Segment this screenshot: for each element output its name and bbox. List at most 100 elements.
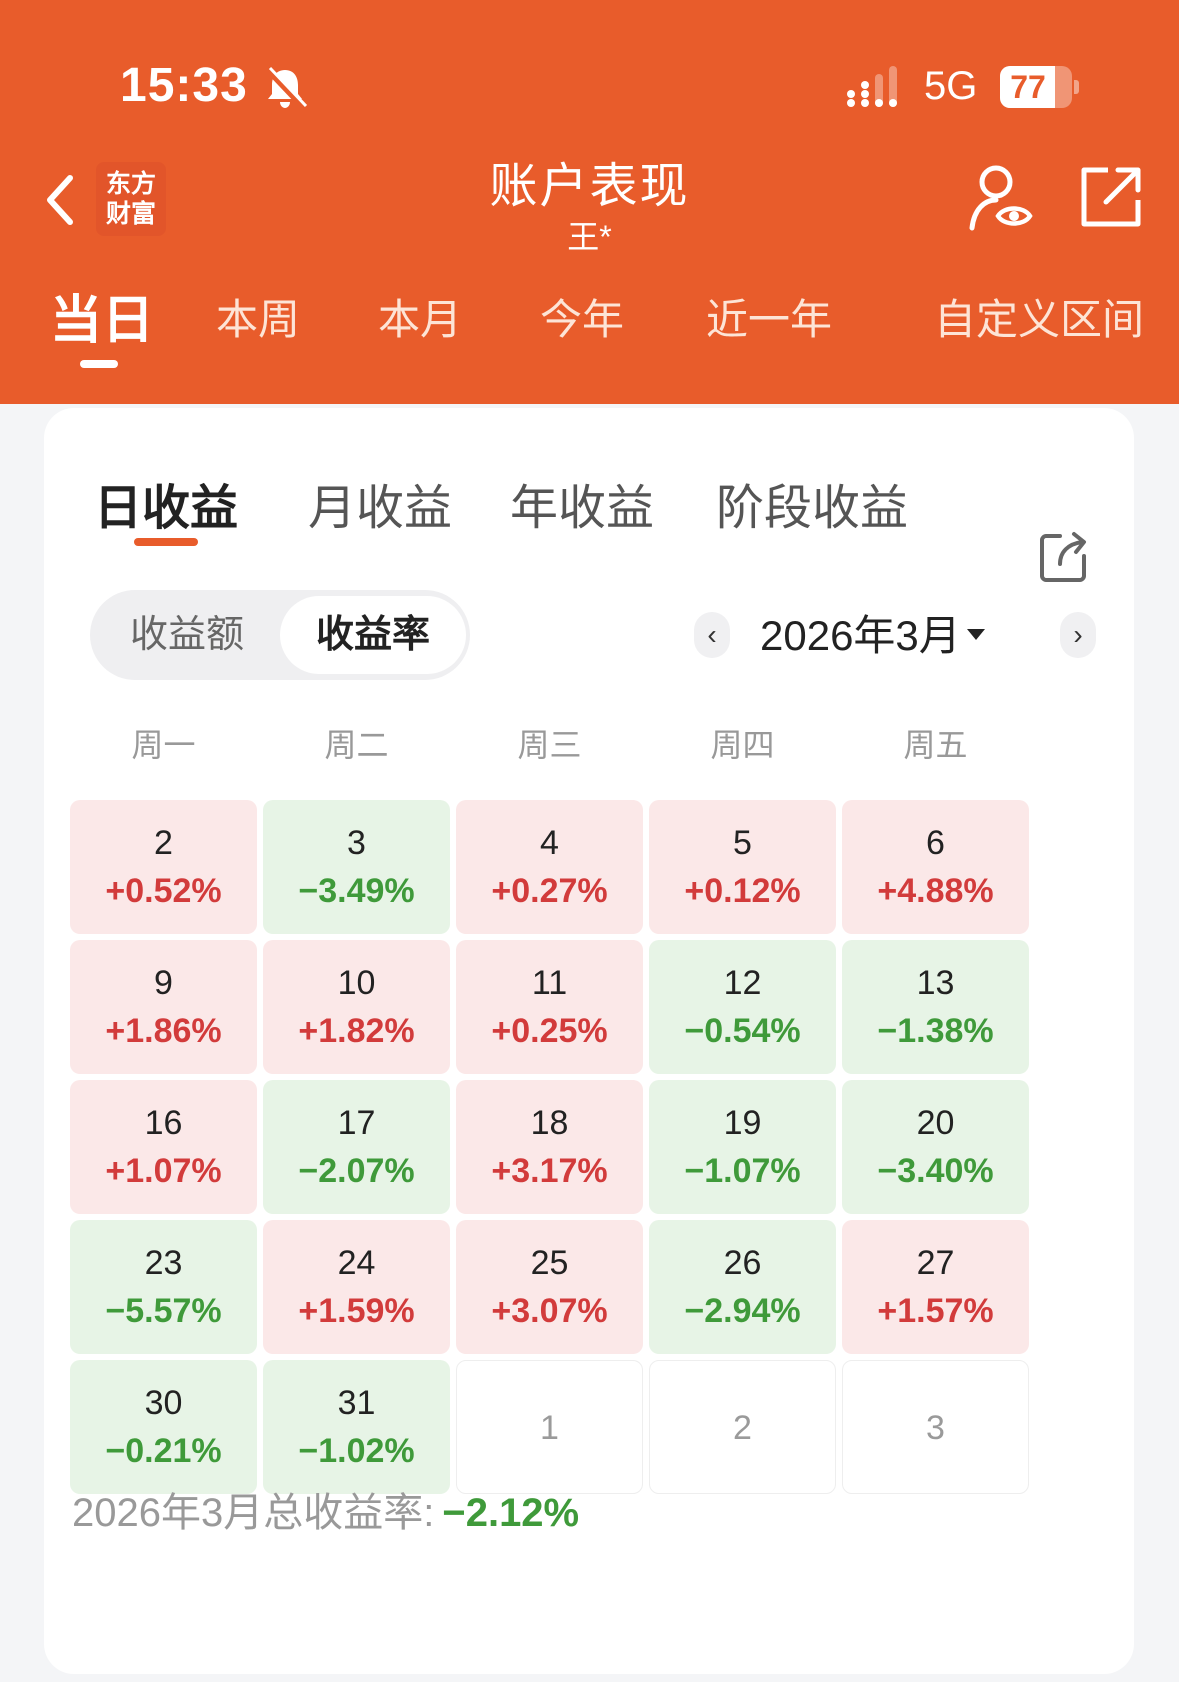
active-tab-indicator [80,360,118,368]
tab-this-year[interactable]: 今年 [540,296,625,343]
tab-monthly-returns[interactable]: 月收益 [308,482,453,535]
day-number: 10 [337,964,376,1002]
day-return: +0.12% [684,872,801,910]
day-return: −2.94% [684,1292,801,1330]
bell-muted-icon [265,66,308,110]
calendar-day-cell[interactable]: 18 +3.17% [456,1080,643,1214]
day-number: 18 [530,1104,569,1142]
period-tabs: 当日 本周 本月 今年 近一年 自定义区间 [0,286,1179,376]
tab-this-month[interactable]: 本月 [378,296,463,343]
day-number: 16 [144,1104,183,1142]
day-number: 11 [531,964,568,1002]
day-number: 17 [337,1104,376,1142]
calendar-day-cell[interactable]: 23 −5.57% [70,1220,257,1354]
logo-line-2: 财富 [105,200,156,228]
tab-daily-returns[interactable]: 日收益 [94,482,239,535]
day-return: +1.82% [298,1012,415,1050]
calendar-future-day-cell: 2 [649,1360,836,1494]
calendar-day-cell[interactable]: 9 +1.86% [70,940,257,1074]
user-eye-icon[interactable] [966,162,1038,234]
calendar-day-cell[interactable]: 19 −1.07% [649,1080,836,1214]
weekday-fri: 周五 [903,727,968,763]
day-return: +3.07% [491,1292,608,1330]
calendar-day-cell[interactable]: 12 −0.54% [649,940,836,1074]
day-number: 6 [926,824,945,862]
day-number: 2 [154,824,173,862]
back-arrow-icon[interactable] [40,170,80,230]
day-number: 27 [916,1244,955,1282]
calendar-future-day-cell: 1 [456,1360,643,1494]
day-number: 4 [540,824,559,862]
day-number: 31 [337,1384,376,1422]
tab-custom-range[interactable]: 自定义区间 [934,296,1145,343]
calendar-day-cell[interactable]: 16 +1.07% [70,1080,257,1214]
returns-type-tabs: 日收益 月收益 年收益 阶段收益 [44,468,1134,582]
calendar-day-cell[interactable]: 27 +1.57% [842,1220,1029,1354]
calendar-day-cell[interactable]: 30 −0.21% [70,1360,257,1494]
tab-period-returns[interactable]: 阶段收益 [716,482,909,535]
returns-card: 日收益 月收益 年收益 阶段收益 收益额 收益率 ‹ 2026年3月 › 周一 … [44,408,1134,1674]
calendar-day-cell[interactable]: 5 +0.12% [649,800,836,934]
battery-tip [1074,80,1079,94]
calendar-day-cell[interactable]: 13 −1.38% [842,940,1029,1074]
tab-last-year[interactable]: 近一年 [706,296,833,343]
day-number: 3 [347,824,366,862]
weekday-header: 周一 周二 周三 周四 周五 [70,720,1110,770]
weekday-mon: 周一 [131,727,196,763]
day-return: −5.57% [105,1292,222,1330]
day-return: −3.40% [877,1152,994,1190]
tab-today[interactable]: 当日 [50,292,155,350]
calendar-day-cell[interactable]: 24 +1.59% [263,1220,450,1354]
day-return: +0.52% [105,872,222,910]
day-return: −1.38% [877,1012,994,1050]
prev-month-button[interactable]: ‹ [694,612,730,658]
day-number: 13 [916,964,955,1002]
calendar-day-cell[interactable]: 26 −2.94% [649,1220,836,1354]
day-return: −1.02% [298,1432,415,1470]
battery-fill [1000,66,1056,108]
monthly-total-summary: 2026年3月总收益率: −2.12% [72,1480,579,1538]
calendar-day-cell[interactable]: 31 −1.02% [263,1360,450,1494]
tab-yearly-returns[interactable]: 年收益 [510,482,655,535]
calendar-day-cell[interactable]: 4 +0.27% [456,800,643,934]
day-number: 1 [540,1409,559,1447]
day-return: +4.88% [877,872,994,910]
battery-indicator: 77 [1000,66,1079,108]
status-time: 15:33 [120,59,248,112]
account-name: 王* [567,219,612,255]
tab-this-week[interactable]: 本周 [216,296,301,343]
calendar-day-cell[interactable]: 25 +3.07% [456,1220,643,1354]
day-return: −2.07% [298,1152,415,1190]
calendar-day-cell[interactable]: 20 −3.40% [842,1080,1029,1214]
summary-label: 2026年3月总收益率: [72,1491,435,1535]
day-return: −0.21% [105,1432,222,1470]
weekday-thu: 周四 [710,727,775,763]
day-return: +0.27% [491,872,608,910]
day-number: 20 [916,1104,955,1142]
month-selector[interactable]: 2026年3月 [760,606,985,666]
next-month-button[interactable]: › [1060,612,1096,658]
day-number: 12 [723,964,762,1002]
toggle-amount[interactable]: 收益额 [129,614,244,656]
external-open-icon[interactable] [1078,164,1144,230]
calendar-day-cell[interactable]: 10 +1.82% [263,940,450,1074]
toggle-rate[interactable]: 收益率 [280,596,466,674]
day-number: 5 [733,824,752,862]
day-return: +0.25% [491,1012,608,1050]
day-number: 26 [723,1244,762,1282]
month-label: 2026年3月 [760,612,961,659]
day-number: 9 [154,964,173,1002]
calendar-day-cell[interactable]: 3 −3.49% [263,800,450,934]
logo-line-1: 东方 [105,170,156,198]
calendar-day-cell[interactable]: 2 +0.52% [70,800,257,934]
calendar-day-cell[interactable]: 11 +0.25% [456,940,643,1074]
caret-down-icon [966,629,985,641]
calendar-future-day-cell: 3 [842,1360,1029,1494]
battery-body: 77 [1000,66,1072,108]
calendar-day-cell[interactable]: 6 +4.88% [842,800,1029,934]
calendar-day-cell[interactable]: 17 −2.07% [263,1080,450,1214]
network-type: 5G [924,64,978,108]
day-return: −1.07% [684,1152,801,1190]
share-icon[interactable] [1038,530,1092,584]
day-number: 30 [144,1384,183,1422]
